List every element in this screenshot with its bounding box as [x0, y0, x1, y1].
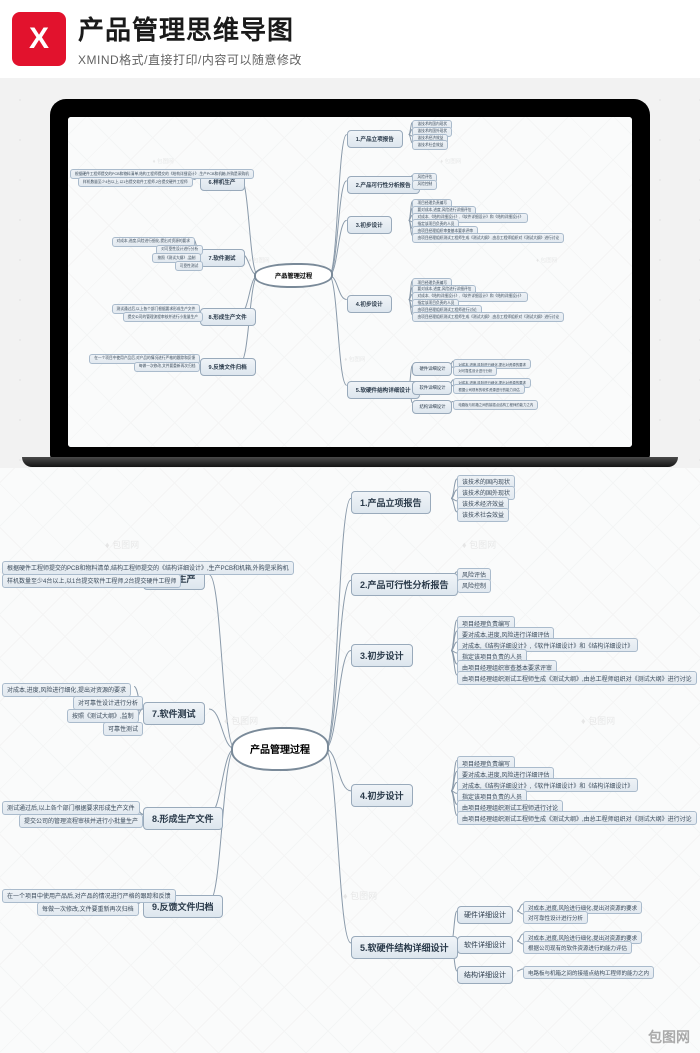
mindmap-node: 由项目经理组织测试工程师生成《测试大纲》,由总工程师组织对《测试大纲》进行讨论 — [457, 811, 697, 825]
mindmap-node: 5.软硬件结构详细设计 — [351, 936, 458, 959]
mindmap-node: 8.形成生产文件 — [200, 308, 256, 326]
watermark: ♦ 包图网 — [344, 355, 365, 363]
mindmap-preview: 产品管理过程1.产品立项报告该技术的国内现状该技术的国外现状该技术经济效益该技术… — [0, 468, 700, 1053]
mindmap-node: 每做一次修改,文件要重新再次归档 — [37, 902, 139, 916]
mindmap-node: 在一个项目中使用产品后,对产品的情况进行严格的跟踪和反馈 — [2, 889, 176, 903]
mindmap-node: 由项目经理组织测试工程师生成《测试大纲》,由总工程师组织对《测试大纲》进行讨论 — [412, 233, 564, 243]
mindmap-node: 由项目经理组织测试工程师生成《测试大纲》,由总工程师组织对《测试大纲》进行讨论 — [412, 312, 564, 322]
watermark: ♦ 包图网 — [248, 256, 269, 264]
mindmap-node: 5.软硬件结构详细设计 — [347, 381, 420, 399]
mindmap-node: 8.形成生产文件 — [143, 807, 223, 830]
mindmap-node: 根据硬件工程师提交的PCB和物料清单,结构工程师提交的《结构详细设计》,生产PC… — [2, 561, 294, 575]
watermark: 包图网 — [648, 1027, 690, 1047]
mindmap-node: 4.初步设计 — [347, 295, 392, 313]
mindmap-node: 根据公司现有的软件资源进行的能力评估 — [523, 941, 632, 954]
watermark: ♦ 包图网 — [440, 157, 461, 165]
mindmap-node: 3.初步设计 — [351, 644, 413, 667]
mindmap-node: 硬件详细设计 — [412, 362, 452, 376]
watermark: ♦ 包图网 — [343, 889, 377, 902]
watermark: ♦ 包图网 — [105, 538, 139, 551]
laptop-mockup: 产品管理过程1.产品立项报告该技术的国内现状该技术的国外现状该技术经济效益该技术… — [0, 78, 700, 468]
mindmap-node: 结构详细设计 — [412, 400, 452, 414]
mindmap-node: 4.初步设计 — [351, 784, 413, 807]
mindmap-node: 电路板与机箱之间的接插点结构工程师的能力之内 — [523, 966, 654, 979]
mindmap-node: 对可靠性设计进行分析 — [453, 366, 497, 376]
mindmap-node: 该技术社会效益 — [412, 140, 448, 150]
mindmap-node: 样机数量至少4台以上,以1台提交软件工程师,2台提交硬件工程师 — [78, 177, 193, 187]
mindmap-node: 7.软件测试 — [200, 249, 245, 267]
mindmap-node: 样机数量至少4台以上,以1台提交软件工程师,2台提交硬件工程师 — [2, 574, 181, 588]
watermark: ♦ 包图网 — [536, 256, 557, 264]
mindmap-node: 9.反馈文件归档 — [200, 358, 256, 376]
watermark: ♦ 包图网 — [224, 714, 258, 727]
mindmap-node: 2.产品可行性分析报告 — [347, 176, 420, 194]
mindmap-node: 7.软件测试 — [143, 702, 205, 725]
mindmap-center: 产品管理过程 — [231, 727, 329, 771]
watermark: ♦ 包图网 — [581, 714, 615, 727]
mindmap-node: 结构详细设计 — [457, 966, 513, 984]
mindmap-node: 3.初步设计 — [347, 216, 392, 234]
watermark: ♦ 包图网 — [462, 538, 496, 551]
logo-letter: X — [29, 22, 49, 56]
mindmap-node: 软件详细设计 — [457, 936, 513, 954]
mindmap-node: 1.产品立项报告 — [351, 491, 431, 514]
mindmap-center: 产品管理过程 — [254, 263, 333, 288]
mindmap-node: 1.产品立项报告 — [347, 130, 403, 148]
mindmap-node: 风险控制 — [457, 579, 491, 593]
mindmap-node: 根据公司现有的软件资源进行的能力评估 — [453, 384, 524, 394]
mindmap-node: 测试通过后,以上各个部门根据要求形成生产文件 — [2, 801, 140, 815]
page-title: 产品管理思维导图 — [78, 10, 688, 47]
mindmap-node: 风险控制 — [412, 180, 437, 190]
mindmap-node: 对成本,进度,风险进行细化,提出对资源的要求 — [2, 683, 131, 697]
mindmap-node: 软件详细设计 — [412, 381, 452, 395]
mindmap-node: 2.产品可行性分析报告 — [351, 573, 458, 596]
page-header: X 产品管理思维导图 XMIND格式/直接打印/内容可以随意修改 — [0, 0, 700, 78]
mindmap-node: 该技术社会效益 — [457, 508, 509, 522]
mindmap-node: 硬件详细设计 — [457, 906, 513, 924]
mindmap-node: 可靠性测试 — [103, 722, 143, 736]
mindmap-node: 由项目经理组织测试工程师生成《测试大纲》,由总工程师组织对《测试大纲》进行讨论 — [457, 671, 697, 685]
mindmap-node: 电路板与机箱之间的接插点结构工程师的能力之内 — [453, 400, 538, 410]
page-subtitle: XMIND格式/直接打印/内容可以随意修改 — [78, 51, 688, 68]
mindmap-node: 提交公司的管理流程审核并进行小批量生产 — [19, 814, 143, 828]
mindmap-node: 按照《测试大纲》,监制 — [67, 709, 139, 723]
mindmap-node: 对可靠性设计进行分析 — [73, 696, 143, 710]
watermark: ♦ 包图网 — [153, 157, 174, 165]
xmind-logo-icon: X — [12, 12, 66, 66]
mindmap-node: 可靠性测试 — [175, 261, 204, 271]
mindmap-node: 提交公司的管理流程审核并进行小批量生产 — [123, 312, 203, 322]
mindmap-node: 对可靠性设计进行分析 — [523, 911, 588, 924]
mindmap-node: 每做一次修改,文件要重新再次归档 — [134, 362, 201, 372]
